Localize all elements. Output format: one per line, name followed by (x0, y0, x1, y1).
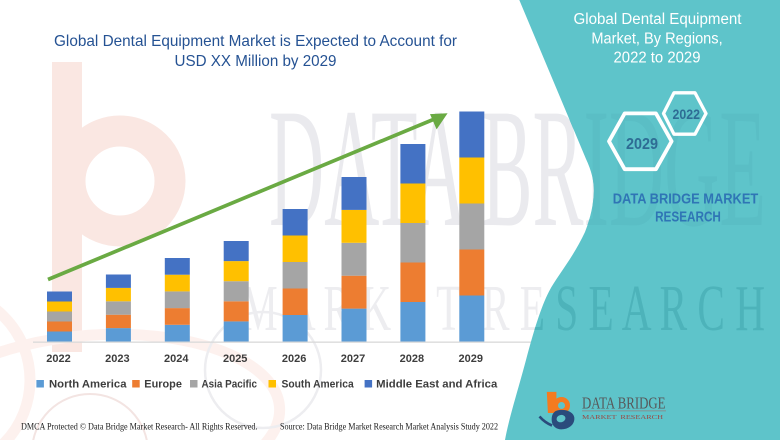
svg-text:2024: 2024 (164, 353, 189, 365)
svg-text:MARKET RESEARCH: MARKET RESEARCH (582, 414, 664, 421)
svg-text:2023: 2023 (105, 353, 129, 365)
svg-text:USD XX Million by 2029: USD XX Million by 2029 (175, 53, 337, 70)
svg-text:South America: South America (282, 379, 355, 391)
svg-text:2028: 2028 (400, 353, 424, 365)
svg-text:2026: 2026 (282, 353, 306, 365)
svg-text:Middle East and Africa: Middle East and Africa (376, 379, 498, 391)
svg-text:Source: Data Bridge Market Res: Source: Data Bridge Market Research Mark… (280, 422, 498, 432)
svg-text:2029: 2029 (459, 353, 483, 365)
svg-text:Europe: Europe (144, 379, 182, 391)
svg-text:Global Dental Equipment Market: Global Dental Equipment Market is Expect… (54, 33, 458, 50)
svg-text:2022 to 2029: 2022 to 2029 (614, 50, 701, 67)
svg-text:2022: 2022 (673, 107, 701, 122)
svg-text:2029: 2029 (626, 136, 658, 153)
svg-text:2027: 2027 (341, 353, 365, 365)
svg-text:2025: 2025 (223, 353, 247, 365)
svg-text:Asia Pacific: Asia Pacific (202, 379, 258, 391)
svg-text:Market, By Regions,: Market, By Regions, (591, 31, 722, 48)
svg-text:North America: North America (49, 379, 127, 391)
svg-text:Global Dental Equipment: Global Dental Equipment (574, 11, 743, 28)
svg-text:DATA BRIDGE MARKET: DATA BRIDGE MARKET (613, 192, 759, 208)
svg-text:DMCA Protected © Data Bridge M: DMCA Protected © Data Bridge Market Rese… (21, 422, 258, 432)
svg-text:2022: 2022 (46, 353, 70, 365)
svg-text:RESEARCH: RESEARCH (655, 210, 721, 226)
svg-text:DATA BRIDGE: DATA BRIDGE (582, 394, 666, 413)
